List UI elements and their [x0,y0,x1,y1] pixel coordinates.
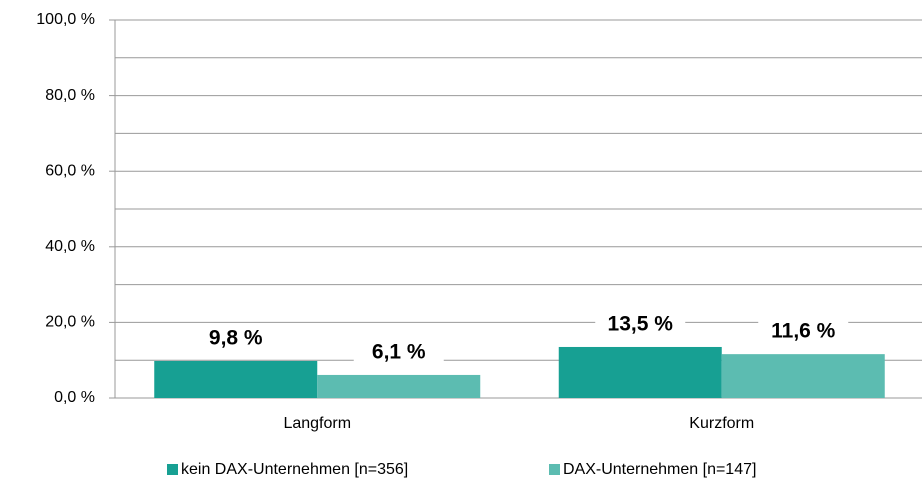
x-tick-label: Langform [283,415,351,432]
legend-label: DAX-Unternehmen [n=147] [563,461,756,478]
y-tick-label: 0,0 % [54,389,95,406]
value-label: 11,6 % [771,320,836,343]
bar [558,346,722,398]
value-label-bg [758,317,849,348]
value-label: 13,5 % [608,313,674,336]
legend-swatch [167,464,178,475]
y-tick-label: 20,0 % [45,314,95,331]
y-tick-label: 40,0 % [45,238,95,255]
value-label: 9,8 % [209,327,263,350]
value-label-bg [190,323,281,354]
y-tick-label: 100,0 % [36,11,95,28]
value-label-bg [353,337,444,368]
legend-swatch [549,464,560,475]
bar [721,354,885,398]
y-tick-label: 60,0 % [45,162,95,179]
bar [154,360,318,398]
value-label-bg [595,309,686,340]
legend-label: kein DAX-Unternehmen [n=356] [181,461,408,478]
bar [317,374,481,398]
y-tick-label: 80,0 % [45,87,95,104]
value-label: 6,1 % [372,340,426,363]
x-tick-label: Kurzform [689,415,754,432]
